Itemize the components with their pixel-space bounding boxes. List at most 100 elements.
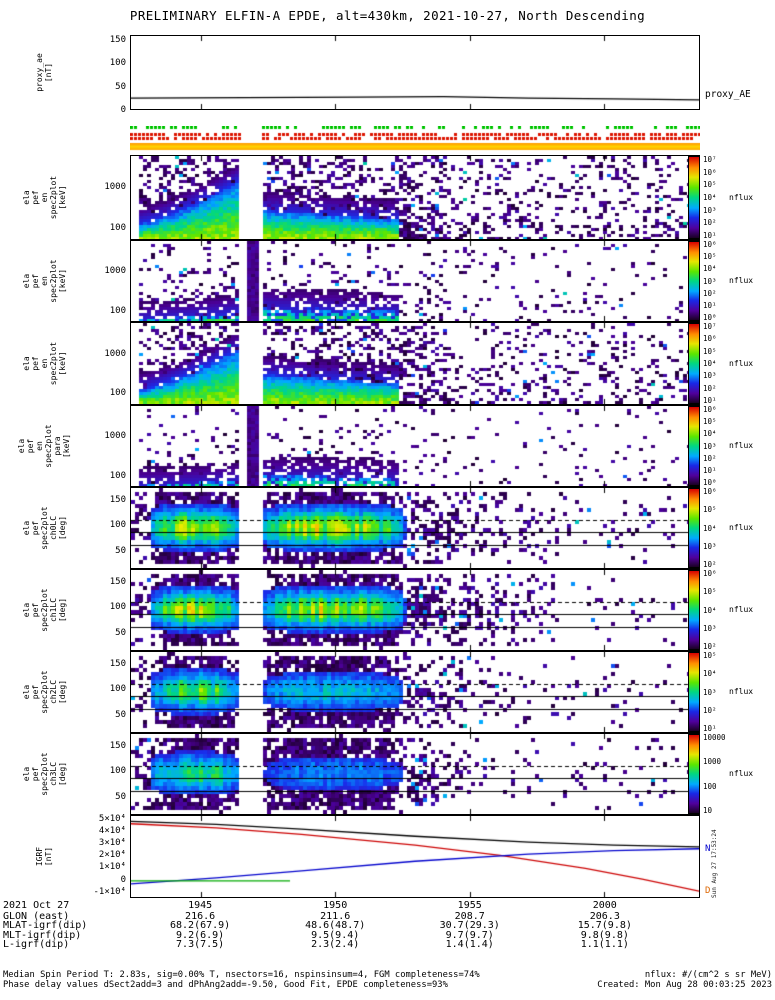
pa-spec-ch3lc-ylabel-line: ela xyxy=(21,766,31,782)
en-spec-para-colorbar-label: 10³ xyxy=(703,441,717,451)
en-spec-1-colorbar xyxy=(688,156,700,239)
pa-spec-ch0lc-ytick-50: 50 xyxy=(115,546,126,557)
en-spec-para-canvas xyxy=(131,406,699,486)
en-spec-3-ylabel-line: pef xyxy=(30,356,40,371)
en-spec-3-ylabel: ela pef en spec2plot [keV] xyxy=(22,322,67,405)
ephemeris-value: 1.1(1.1) xyxy=(580,939,629,951)
igrf-side-label-D: D xyxy=(705,885,711,896)
igrf-ytick-4×10⁴: 4×10⁴ xyxy=(98,825,126,836)
en-spec-para-colorbar-label: 10² xyxy=(703,453,717,463)
en-spec-1-colorbar-label: 10⁷ xyxy=(703,155,717,164)
pa-spec-ch3lc-colorbar xyxy=(688,734,700,814)
en-spec-3-colorbar-label: 10⁷ xyxy=(703,322,717,331)
pa-spec-ch1lc-canvas xyxy=(131,570,699,650)
pa-spec-ch2lc-colorbar-label: 10⁴ xyxy=(703,669,717,679)
en-spec-2-ylabel-line: [keV] xyxy=(57,268,67,294)
ephemeris-value: 30.7(29.3) xyxy=(439,920,500,932)
en-spec-2-panel xyxy=(130,240,700,322)
pa-spec-ch2lc-ylabel-line: ch2LC xyxy=(48,679,58,705)
pa-spec-ch3lc-ytick-100: 100 xyxy=(109,766,126,777)
ephemeris-value: 208.7 xyxy=(454,910,485,922)
pa-spec-ch0lc-ylabel-line: spec2plot xyxy=(39,506,49,550)
en-spec-2-ylabel-line: en xyxy=(39,276,49,286)
ephemeris-row-label: GLON (east) xyxy=(3,910,70,922)
en-spec-3-ylabel-line: [keV] xyxy=(57,351,67,376)
pa-spec-ch1lc-ytick-100: 100 xyxy=(109,602,126,613)
en-spec-para-colorbar-title: nflux xyxy=(729,441,754,450)
igrf-ylabel-line: [nT] xyxy=(44,846,53,867)
en-spec-3-colorbar-label: 10¹ xyxy=(703,396,717,405)
en-spec-para-ylabel-line: para xyxy=(53,436,62,456)
en-spec-3-colorbar-label: 10⁴ xyxy=(703,359,717,368)
ephemeris-value: 206.3 xyxy=(589,910,620,922)
pa-spec-ch3lc-colorbar-label: 100 xyxy=(703,781,717,791)
pa-spec-ch3lc-ylabel-line: pef xyxy=(30,766,40,782)
pa-spec-ch1lc-ytick-150: 150 xyxy=(109,576,126,587)
side-timestamp: Sun Aug 27 17:53:24 xyxy=(711,829,718,898)
xtick-label-1955: 1955 xyxy=(457,900,482,911)
en-spec-3-colorbar-label: 10³ xyxy=(703,371,717,381)
en-spec-para-ytick-100: 100 xyxy=(109,470,126,481)
en-spec-3-panel xyxy=(130,322,700,405)
igrf-ylabel-line: IGRF xyxy=(35,846,44,867)
pa-spec-ch1lc-colorbar-label: 10⁴ xyxy=(703,605,717,615)
pa-spec-ch2lc-colorbar-title: nflux xyxy=(729,687,754,696)
en-spec-para-colorbar-label: 10⁴ xyxy=(703,429,717,439)
pa-spec-ch3lc-ylabel-line: spec2plot xyxy=(39,752,49,796)
en-spec-2-colorbar xyxy=(688,241,700,321)
pa-spec-ch0lc-ylabel-line: ch0LC xyxy=(48,515,58,541)
en-spec-2-ylabel-line: ela xyxy=(21,273,31,289)
ephemeris-value: 48.6(48.7) xyxy=(305,920,366,932)
pa-spec-ch3lc-ytick-50: 50 xyxy=(115,792,126,803)
pa-spec-ch0lc-colorbar-label: 10⁵ xyxy=(703,505,717,515)
en-spec-2-colorbar-label: 10⁴ xyxy=(703,264,717,274)
pa-spec-ch1lc-colorbar-title: nflux xyxy=(729,605,754,614)
pa-spec-ch1lc-ylabel-line: ela xyxy=(21,602,31,618)
pa-spec-ch1lc-panel xyxy=(130,569,700,651)
en-spec-1-colorbar-label: 10³ xyxy=(703,205,717,215)
pa-spec-ch3lc-ylabel-line: ch3LC xyxy=(48,761,58,787)
pa-spec-ch2lc-colorbar-label: 10³ xyxy=(703,687,717,697)
ephemeris-value: 9.5(9.4) xyxy=(311,929,360,941)
proxy-ae-ytick-150: 150 xyxy=(109,34,126,45)
igrf-ytick-3×10⁴: 3×10⁴ xyxy=(98,838,126,849)
pa-spec-ch0lc-ytick-150: 150 xyxy=(109,494,126,505)
pa-spec-ch2lc-colorbar xyxy=(688,652,700,732)
plot-title: PRELIMINARY ELFIN-A EPDE, alt=430km, 202… xyxy=(129,8,646,23)
en-spec-2-colorbar-title: nflux xyxy=(729,276,754,285)
ephemeris-value: 211.6 xyxy=(320,910,351,922)
pa-spec-ch3lc-colorbar-title: nflux xyxy=(729,769,754,778)
pa-spec-ch2lc-ylabel: ela pef spec2plot ch2LC [deg] xyxy=(21,651,67,733)
pa-spec-ch3lc-ylabel-line: [deg] xyxy=(57,761,67,787)
en-spec-para-ylabel-line: pef xyxy=(26,438,35,454)
ephemeris-date-label: 2021 Oct 27 xyxy=(3,900,70,911)
en-spec-1-ylabel-line: spec2plot xyxy=(48,175,58,220)
en-spec-1-colorbar-title: nflux xyxy=(729,192,754,202)
ephemeris-value: 9.7(9.7) xyxy=(445,929,494,941)
proxy-ae-ylabel-line: [nT] xyxy=(44,62,53,83)
en-spec-3-colorbar-title: nflux xyxy=(729,358,754,368)
pa-spec-ch1lc-ylabel-line: spec2plot xyxy=(39,588,49,632)
en-spec-3-ytick-1000: 1000 xyxy=(104,348,126,359)
igrf-side-label-N: N xyxy=(705,843,711,854)
pa-spec-ch3lc-panel xyxy=(130,733,700,815)
en-spec-3-colorbar-label: 10⁶ xyxy=(703,334,717,344)
pa-spec-ch1lc-ytick-50: 50 xyxy=(115,628,126,639)
pa-spec-ch2lc-ylabel-line: ela xyxy=(21,684,31,700)
pa-spec-ch2lc-ytick-100: 100 xyxy=(109,684,126,695)
en-spec-1-ytick-1000: 1000 xyxy=(104,182,126,193)
xtick-label-2000: 2000 xyxy=(592,900,617,911)
proxy-ae-canvas xyxy=(131,36,699,109)
en-spec-para-ytick-1000: 1000 xyxy=(104,431,126,442)
xtick-label-1950: 1950 xyxy=(323,900,348,911)
en-spec-3-ylabel-line: en xyxy=(39,358,49,369)
en-spec-2-colorbar-label: 10³ xyxy=(703,276,717,286)
en-spec-para-ylabel-line: ela xyxy=(17,438,26,454)
en-spec-1-colorbar-label: 10⁶ xyxy=(703,167,717,177)
en-spec-1-ytick-100: 100 xyxy=(109,223,126,234)
pa-spec-ch0lc-ylabel-line: ela xyxy=(21,520,31,536)
pa-spec-ch1lc-colorbar-label: 10⁶ xyxy=(703,569,717,578)
footer-created: Created: Mon Aug 28 00:03:25 2023 xyxy=(597,980,772,990)
ephemeris-value: 7.3(7.5) xyxy=(176,939,225,951)
en-spec-1-canvas xyxy=(131,156,699,239)
